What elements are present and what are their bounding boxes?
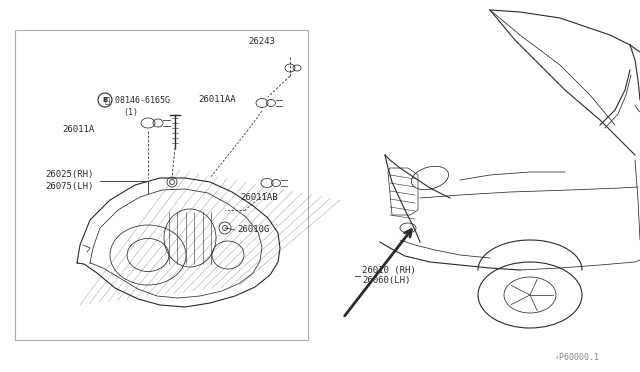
Text: Ⓑ 08146-6165G: Ⓑ 08146-6165G — [105, 96, 170, 105]
Text: 26011AA: 26011AA — [198, 96, 236, 105]
Text: 26060(LH): 26060(LH) — [362, 276, 410, 285]
Text: 26243: 26243 — [248, 38, 275, 46]
Text: (1): (1) — [123, 109, 138, 118]
Text: B: B — [102, 97, 108, 103]
Text: ‹P60000.1: ‹P60000.1 — [555, 353, 600, 362]
Text: 26010 (RH): 26010 (RH) — [362, 266, 416, 275]
Text: 26011A: 26011A — [62, 125, 94, 135]
Bar — [15, 30, 308, 340]
Text: 26010G: 26010G — [237, 225, 269, 234]
Circle shape — [167, 177, 177, 187]
Text: 26011AB: 26011AB — [240, 193, 278, 202]
Text: 26075(LH): 26075(LH) — [45, 183, 93, 192]
Text: 26025(RH): 26025(RH) — [45, 170, 93, 180]
